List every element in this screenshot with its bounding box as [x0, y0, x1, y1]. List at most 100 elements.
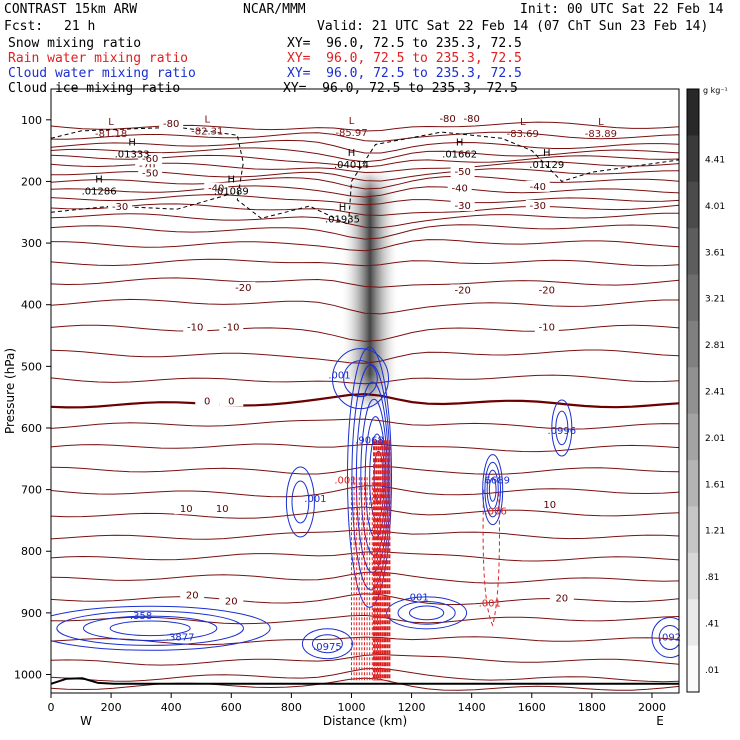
isotherm-line: [51, 324, 679, 342]
isotherm-line: [51, 139, 679, 154]
colorbar-band: [687, 135, 699, 183]
y-tick-label: 700: [21, 484, 42, 497]
cloud-water-contour: [291, 480, 310, 524]
cloud-water-contour: [301, 628, 353, 660]
isotherm-label: -50: [454, 167, 470, 178]
x-tick-label: 800: [281, 701, 302, 714]
y-tick-label: 800: [21, 545, 42, 558]
cloud-water-contour: [51, 605, 271, 651]
extremum-value: .01935: [325, 214, 360, 225]
y-tick-label: 200: [21, 175, 42, 188]
extremum-marker: H: [128, 138, 136, 149]
x-tick-label: 2000: [638, 701, 666, 714]
isotherm-line: [51, 131, 679, 142]
cloud-water-contour: [386, 596, 468, 630]
isotherm-label-bg: [525, 180, 550, 192]
x-tick-label: 600: [221, 701, 242, 714]
cloud-water-label: .358: [130, 611, 152, 622]
x-tick-label: 1200: [398, 701, 426, 714]
isotherm-label: -50: [142, 168, 158, 179]
extremum-marker: H: [348, 148, 356, 159]
isotherm-line: [51, 349, 679, 364]
isotherm-label-bg: [435, 113, 460, 125]
cloud-water-contour: [343, 360, 378, 398]
rain-label: .001: [334, 475, 356, 486]
field-rain-name: Rain water mixing ratio: [8, 51, 189, 66]
isotherm-line: [51, 551, 679, 562]
isotherm-label: -30: [454, 201, 470, 212]
valid-label: Valid: 21 UTC Sat 22 Feb 14 (07 ChT Sun …: [317, 19, 709, 34]
isotherm-line: [51, 121, 679, 132]
surface-line: [51, 677, 679, 685]
isotherm-label: 20: [555, 594, 568, 605]
x-tick-label: 1000: [337, 701, 365, 714]
plot-frame: [50, 88, 680, 694]
field-snow-xy: XY= 96.0, 72.5 to 235.3, 72.5: [287, 36, 522, 51]
isotherm-line: [51, 147, 679, 163]
cloud-water-label: .001: [406, 593, 428, 604]
colorbar-unit: g kg⁻¹: [703, 86, 728, 95]
x-axis-label: Distance (km): [323, 714, 407, 728]
cloud-water-contour: [551, 399, 573, 457]
west-label: W: [80, 714, 92, 728]
isotherm-label-bg: [219, 321, 244, 333]
isotherm-line: [51, 654, 679, 666]
cloud-water-label: .9068: [355, 435, 384, 446]
isotherm-label-bg: [459, 113, 484, 125]
isotherm-label: -40: [208, 184, 224, 195]
extremum-value: .01286: [82, 187, 117, 198]
extremum-marker: H: [456, 138, 464, 149]
extremum-marker: L: [108, 117, 114, 128]
field-cloudwater-xy: XY= 96.0, 72.5 to 235.3, 72.5: [287, 66, 522, 81]
cloud-water-contour: [484, 461, 501, 518]
field-cloudwater-name: Cloud water mixing ratio: [8, 66, 196, 81]
colorbar-tick-label: 3.21: [705, 295, 725, 305]
cloud-water-label: .0975: [313, 642, 342, 653]
colorbar-band: [687, 89, 699, 136]
snow-plume-shading: [340, 170, 400, 410]
isotherm-line: [51, 203, 679, 216]
fcst-value: 21 h: [64, 19, 96, 34]
cloud-water-label: .3877: [166, 633, 195, 644]
colorbar-tick-label: 4.01: [705, 202, 725, 212]
cloud-water-label: .0996: [547, 426, 576, 437]
cloud-water-contour: [285, 466, 315, 538]
colorbar-band: [687, 506, 699, 554]
isotherm-label-bg: [537, 498, 562, 510]
init-label: Init: 00 UTC Sat 22 Feb 14: [520, 2, 724, 17]
isotherm-label: -70: [139, 161, 155, 172]
extremum-marker: L: [204, 115, 210, 126]
extremum-marker: H: [339, 202, 347, 213]
isotherm-line: [51, 667, 679, 683]
colorbar-band: [687, 274, 699, 322]
isotherm-label: 20: [225, 597, 238, 608]
isotherm-label-bg: [525, 199, 550, 211]
extremum-value: -82.31: [191, 127, 223, 138]
isotherm-label-bg: [450, 284, 475, 296]
cloud-water-contour: [56, 610, 244, 646]
colorbar-tick-label: 3.61: [705, 248, 725, 258]
cloud-water-contour: [82, 615, 218, 642]
colorbar-band: [687, 367, 699, 415]
isotherm-label: 0: [228, 396, 234, 407]
colorbar-band: [687, 460, 699, 507]
isotherm-label: -20: [539, 285, 555, 296]
colorbar-band: [687, 181, 699, 229]
cloud-water-label: .6689: [481, 475, 510, 486]
extremum-value: -83.69: [507, 129, 539, 140]
cloud-water-label: .001: [304, 494, 326, 505]
field-rain-xy: XY= 96.0, 72.5 to 235.3, 72.5: [287, 51, 522, 66]
isotherm-label: -80: [439, 114, 455, 125]
cloud-ice-contour: [51, 126, 679, 226]
y-tick-label: 300: [21, 237, 42, 250]
isotherm-line: [51, 443, 679, 453]
field-snow-name: Snow mixing ratio: [8, 36, 142, 51]
isotherm-label: 20: [186, 590, 199, 601]
isotherm-line: [51, 175, 679, 190]
isotherm-label-bg: [210, 503, 235, 515]
isotherm-line: [51, 571, 679, 584]
isotherm-label: -10: [187, 322, 203, 333]
colorbar-tick-label: .41: [705, 619, 719, 629]
extremum-value: -81.18: [95, 129, 127, 140]
isotherm-label-bg: [108, 201, 133, 213]
